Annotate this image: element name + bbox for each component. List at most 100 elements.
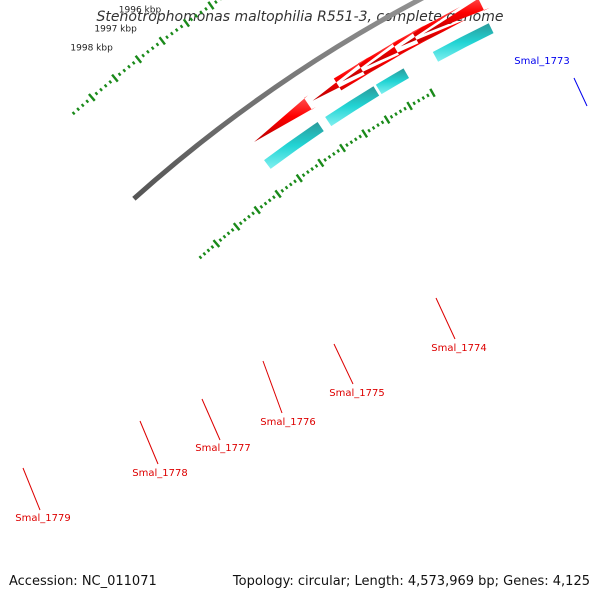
minor-tick-mark — [80, 103, 85, 108]
minor-tick-mark — [146, 49, 150, 54]
reverse-cds-arrow — [366, 25, 432, 67]
minor-tick-mark — [150, 46, 155, 51]
minor-tick-mark — [127, 64, 131, 69]
minor-tick-mark — [242, 218, 247, 222]
minor-tick-mark — [323, 157, 327, 162]
major-tick-mark — [111, 73, 119, 83]
major-tick-mark — [182, 18, 191, 28]
minor-tick-mark — [416, 98, 421, 103]
minor-tick-mark — [306, 170, 310, 174]
minor-tick-mark — [272, 195, 276, 200]
minor-tick-mark — [218, 238, 223, 243]
gene-label: Smal_1777 — [195, 443, 250, 454]
gene-leader-line — [201, 398, 221, 441]
map-title: Stenotrophomonas maltophilia R551-3, com… — [96, 9, 504, 25]
minor-tick-mark — [214, 0, 218, 4]
minor-tick-mark — [380, 120, 385, 125]
major-tick-mark — [317, 158, 325, 168]
minor-tick-mark — [194, 13, 199, 18]
minor-tick-mark — [353, 137, 358, 142]
minor-tick-mark — [174, 28, 179, 32]
major-tick-mark — [429, 88, 436, 98]
gene-leader-line — [573, 77, 588, 107]
minor-tick-mark — [371, 125, 376, 130]
minor-tick-mark — [155, 42, 160, 47]
minor-tick-mark — [189, 17, 194, 22]
minor-tick-mark — [94, 91, 99, 96]
minor-tick-mark — [332, 152, 336, 156]
gene-label: Smal_1776 — [260, 417, 315, 428]
minor-tick-mark — [367, 128, 371, 133]
minor-tick-mark — [301, 173, 306, 178]
minor-tick-mark — [108, 79, 113, 84]
backbone-layer — [132, 0, 425, 201]
minor-tick-mark — [210, 245, 215, 249]
genome-backbone — [132, 0, 425, 201]
tick-label: 1998 kbp — [70, 44, 113, 54]
minor-tick-mark — [280, 188, 285, 193]
major-tick-mark — [383, 115, 391, 125]
major-tick-mark — [158, 36, 166, 46]
major-tick-mark — [361, 129, 369, 139]
minor-tick-mark — [71, 111, 76, 116]
cds-layer — [254, 0, 490, 142]
reverse-feature-bar — [432, 23, 494, 62]
outer-tick-ring — [71, 0, 222, 116]
minor-tick-mark — [238, 221, 243, 226]
minor-tick-mark — [394, 112, 398, 116]
reverse-cds-arrow — [423, 0, 490, 34]
gene-leader-line — [262, 360, 283, 414]
minor-tick-mark — [202, 251, 207, 256]
minor-tick-mark — [345, 143, 349, 148]
minor-tick-mark — [267, 198, 272, 203]
minor-tick-mark — [398, 109, 403, 114]
minor-tick-mark — [376, 123, 380, 128]
reverse-feature-bar — [325, 86, 380, 127]
major-tick-mark — [232, 222, 241, 231]
major-tick-mark — [207, 1, 215, 10]
minor-tick-mark — [230, 228, 235, 232]
minor-tick-mark — [226, 231, 231, 236]
minor-tick-mark — [199, 10, 203, 15]
minor-tick-mark — [293, 179, 297, 184]
accession-text: Accession: NC_011071 — [9, 574, 157, 589]
minor-tick-mark — [403, 106, 407, 111]
minor-tick-mark — [222, 234, 227, 239]
gene-leader-line — [333, 343, 354, 385]
minor-tick-mark — [117, 72, 122, 77]
minor-tick-mark — [358, 134, 363, 139]
minor-tick-mark — [85, 99, 90, 104]
major-tick-mark — [339, 143, 347, 153]
minor-tick-mark — [247, 214, 251, 219]
minor-tick-mark — [99, 87, 103, 92]
inner-tick-ring — [198, 88, 436, 260]
reverse-feature-bar — [375, 68, 410, 95]
tick-label: 1997 kbp — [94, 24, 137, 34]
gene-label: Smal_1775 — [329, 388, 384, 399]
minor-tick-mark — [284, 185, 289, 190]
major-tick-mark — [253, 205, 261, 215]
feature-layer — [264, 23, 494, 169]
minor-tick-mark — [389, 114, 394, 119]
gene-leader-line — [22, 467, 41, 511]
minor-tick-mark — [165, 35, 169, 40]
reverse-cds-arrow — [312, 56, 377, 101]
major-tick-mark — [295, 173, 303, 183]
minor-tick-mark — [336, 149, 341, 153]
gene-label: Smal_1779 — [15, 513, 70, 524]
tick-label: 1996 kbp — [119, 6, 162, 16]
reverse-cds-arrow — [400, 6, 467, 47]
minor-tick-mark — [76, 107, 81, 112]
minor-tick-mark — [206, 248, 211, 253]
gene-label: Smal_1774 — [431, 343, 486, 354]
minor-tick-mark — [170, 31, 174, 36]
minor-tick-mark — [131, 61, 136, 65]
gene-label-layer: Smal_1773 Smal_1774 Smal_1775 Smal_1776 Smal… — [15, 56, 588, 524]
minor-tick-mark — [426, 93, 430, 98]
major-tick-mark — [274, 189, 282, 199]
minor-tick-mark — [259, 204, 264, 209]
gene-label: Smal_1778 — [132, 468, 187, 479]
reverse-cds-arrow — [342, 38, 407, 82]
major-tick-mark — [134, 54, 143, 64]
